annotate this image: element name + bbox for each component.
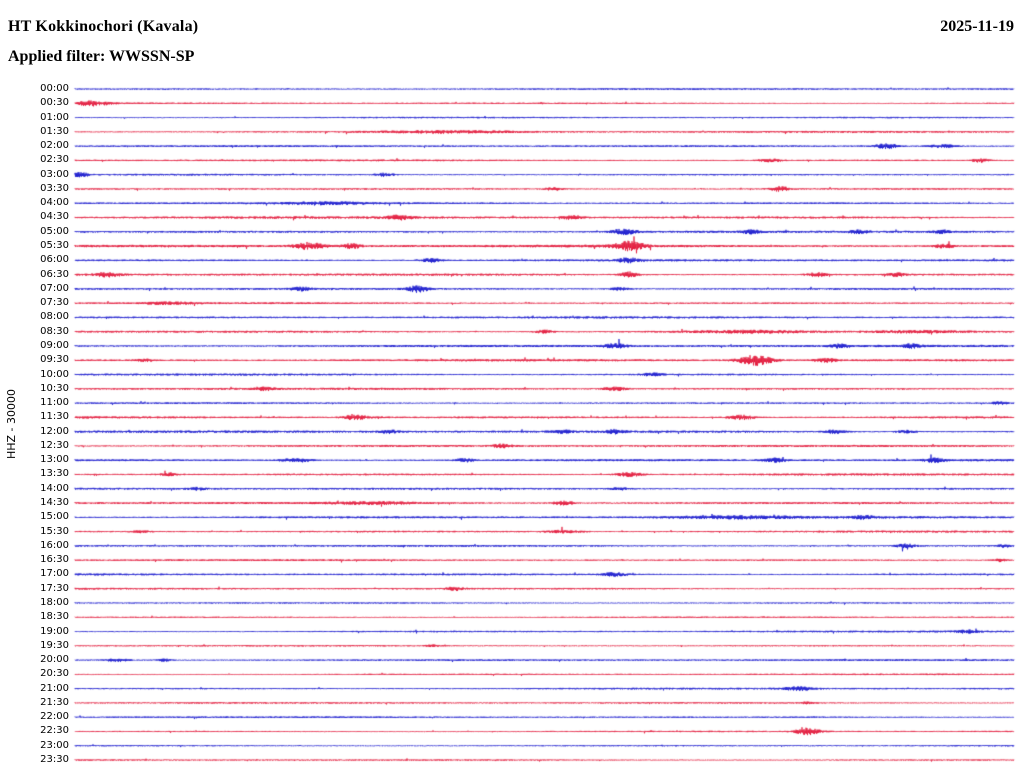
trace-label: 19:00 [40, 625, 69, 637]
trace-label: 08:30 [40, 325, 69, 337]
trace-label: 22:00 [40, 711, 69, 723]
trace-label: 13:00 [40, 454, 69, 466]
trace-label: 21:30 [40, 696, 69, 708]
trace-label: 13:30 [40, 468, 69, 480]
trace-label: 04:30 [40, 211, 69, 223]
station-title: HT Kokkinochori (Kavala) [8, 18, 199, 35]
trace-label: 14:30 [40, 497, 69, 509]
trace-label: 08:00 [40, 311, 69, 323]
y-axis: HHZ - 30000 [0, 89, 22, 760]
trace-label: 03:00 [40, 168, 69, 180]
trace-label: 00:30 [40, 97, 69, 109]
trace-label: 23:00 [40, 739, 69, 751]
trace-label: 23:30 [40, 754, 69, 765]
trace-label: 00:00 [40, 83, 69, 94]
trace-label: 20:30 [40, 668, 69, 680]
trace-label: 15:00 [40, 511, 69, 523]
trace-label: 17:00 [40, 568, 69, 580]
trace-label: 10:00 [40, 368, 69, 380]
trace-label: 07:00 [40, 282, 69, 294]
trace-label: 11:30 [40, 411, 69, 423]
trace-label: 21:00 [40, 682, 69, 694]
applied-filter-label: Applied filter: WWSSN-SP [8, 48, 195, 65]
trace-label: 10:30 [40, 382, 69, 394]
trace-label: 20:00 [40, 654, 69, 666]
trace-label: 17:30 [40, 582, 69, 594]
trace-label: 06:00 [40, 254, 69, 266]
trace-label: 07:30 [40, 297, 69, 309]
trace-label: 02:00 [40, 140, 69, 152]
trace-label: 09:30 [40, 354, 69, 366]
trace-label: 02:30 [40, 154, 69, 166]
trace-label: 18:00 [40, 596, 69, 608]
trace-label: 14:00 [40, 482, 69, 494]
trace-label: 03:30 [40, 182, 69, 194]
trace-label: 06:30 [40, 268, 69, 280]
trace-label: 16:00 [40, 539, 69, 551]
trace-label: 22:30 [40, 725, 69, 737]
trace-label: 11:00 [40, 397, 69, 409]
trace-label: 05:30 [40, 240, 69, 252]
trace-label: 15:30 [40, 525, 69, 537]
channel-scale-label: HHZ - 30000 [4, 389, 18, 460]
trace-label: 04:00 [40, 197, 69, 209]
trace-label: 18:30 [40, 611, 69, 623]
trace-label: 12:30 [40, 439, 69, 451]
trace-label: 01:00 [40, 111, 69, 123]
trace-label: 01:30 [40, 125, 69, 137]
trace-label: 12:00 [40, 425, 69, 437]
trace-label: 05:00 [40, 225, 69, 237]
trace-label: 09:00 [40, 339, 69, 351]
trace-label: 19:30 [40, 639, 69, 651]
trace-label: 16:30 [40, 554, 69, 566]
record-date: 2025-11-19 [940, 18, 1014, 35]
